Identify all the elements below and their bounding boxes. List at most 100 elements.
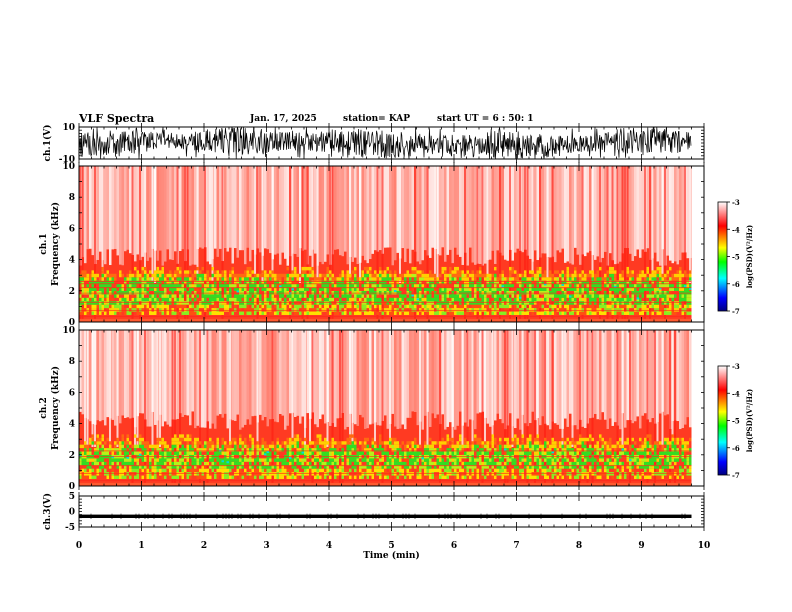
spectrogram-cell	[239, 437, 242, 442]
spectrogram-cell	[616, 290, 619, 295]
spectrogram-cell	[371, 284, 374, 288]
spectrogram-cell	[401, 441, 404, 445]
spectrogram-cell	[414, 294, 417, 298]
spectrogram-cell	[676, 270, 679, 274]
spectrogram-cell	[559, 441, 562, 445]
spectrogram-cell	[514, 297, 517, 302]
spectrogram-cell	[136, 458, 139, 462]
spectrogram-cell	[584, 297, 587, 302]
spectrogram-cell	[86, 444, 89, 449]
spectrogram-cell	[294, 330, 297, 417]
spectrogram-cell	[384, 461, 387, 466]
spectrogram-cell	[519, 448, 522, 452]
spectrogram-cell	[514, 280, 517, 285]
spectrogram-cell	[91, 290, 94, 295]
spectrogram-cell	[294, 273, 297, 278]
spectrogram-cell	[161, 277, 164, 281]
spectrogram-cell	[394, 301, 397, 305]
spectrogram-cell	[464, 284, 467, 288]
spectrogram-cell	[194, 304, 197, 309]
spectrogram-cell	[89, 280, 92, 285]
spectrogram-cell	[606, 284, 609, 288]
spectrogram-cell	[291, 277, 294, 281]
spectrogram-cell	[161, 444, 164, 449]
spectrogram-cell	[521, 437, 524, 442]
spectrogram-cell	[216, 166, 219, 257]
spectrogram-cell	[501, 304, 504, 309]
spectrogram-cell	[106, 287, 109, 291]
spectrogram-cell	[336, 444, 339, 449]
spectrogram-cell	[601, 290, 604, 295]
spectrogram-cell	[264, 308, 267, 312]
spectrogram-cell	[79, 311, 82, 315]
spectrogram-cell	[289, 441, 292, 445]
spectrogram-cell	[276, 280, 279, 285]
spectrogram-cell	[124, 465, 127, 469]
spectrogram-cell	[409, 277, 412, 281]
spectrogram-cell	[466, 441, 469, 445]
spectrogram-cell	[446, 290, 449, 295]
spectrogram-cell	[136, 437, 139, 442]
spectrogram-cell	[309, 304, 312, 309]
spectrogram-cell	[119, 301, 122, 305]
spectrogram-cell	[636, 297, 639, 302]
spectrogram-cell	[546, 301, 549, 305]
spectrogram-cell	[204, 475, 207, 479]
spectrogram-cell	[401, 280, 404, 285]
spectrogram-cell	[666, 294, 669, 298]
spectrogram-cell	[219, 458, 222, 462]
spectrogram-cell	[601, 294, 604, 298]
spectrogram-cell	[224, 468, 227, 473]
spectrogram-cell	[229, 458, 232, 462]
spectrogram-cell	[146, 297, 149, 302]
spectrogram-cell	[499, 465, 502, 469]
spectrogram-cell	[649, 290, 652, 295]
spectrogram-cell	[436, 297, 439, 302]
spectrogram-cell	[454, 465, 457, 469]
spectrogram-cell	[89, 437, 92, 442]
spectrogram-cell	[554, 270, 557, 274]
spectrogram-cell	[689, 311, 692, 315]
spectrogram-cell	[609, 287, 612, 291]
spectrogram-cell	[196, 284, 199, 288]
spectrogram-cell	[84, 468, 87, 473]
spectrogram-cell	[181, 330, 184, 417]
spectrogram-cell	[524, 280, 527, 285]
spectrogram-cell	[636, 311, 639, 315]
spectrogram-cell	[471, 273, 474, 278]
spectrogram-cell	[241, 290, 244, 295]
spectrogram-cell	[384, 297, 387, 302]
spectrogram-cell	[194, 330, 197, 429]
spectrogram-cell	[569, 465, 572, 469]
spectrogram-cell	[466, 444, 469, 449]
spectrogram-cell	[254, 297, 257, 302]
spectrogram-cell	[574, 465, 577, 469]
spectrogram-cell	[531, 294, 534, 298]
spectrogram-cell	[186, 448, 189, 452]
ch2-spectrogram-image	[79, 330, 692, 486]
spectrogram-cell	[126, 277, 129, 281]
spectrogram-cell	[396, 297, 399, 302]
spectrogram-cell	[514, 437, 517, 442]
spectrogram-cell	[456, 294, 459, 298]
spectrogram-cell	[174, 297, 177, 302]
spectrogram-cell	[444, 330, 447, 430]
spectrogram-cell	[151, 273, 154, 278]
spectrogram-cell	[171, 280, 174, 285]
spectrogram-cell	[204, 308, 207, 312]
spectrogram-cell	[266, 458, 269, 462]
spectrogram-cell	[651, 301, 654, 305]
spectrogram-cell	[574, 270, 577, 274]
spectrogram-cell	[274, 444, 277, 449]
spectrogram-cell	[264, 284, 267, 288]
spectrogram-cell	[661, 284, 664, 288]
spectrogram-cell	[454, 284, 457, 288]
spectrogram-cell	[341, 301, 344, 305]
spectrogram-cell	[476, 304, 479, 309]
spectrogram-cell	[399, 294, 402, 298]
spectrogram-cell	[101, 270, 104, 274]
spectrogram-cell	[431, 277, 434, 281]
spectrogram-cell	[531, 297, 534, 302]
spectrogram-cell	[269, 297, 272, 302]
spectrogram-cell	[349, 461, 352, 466]
